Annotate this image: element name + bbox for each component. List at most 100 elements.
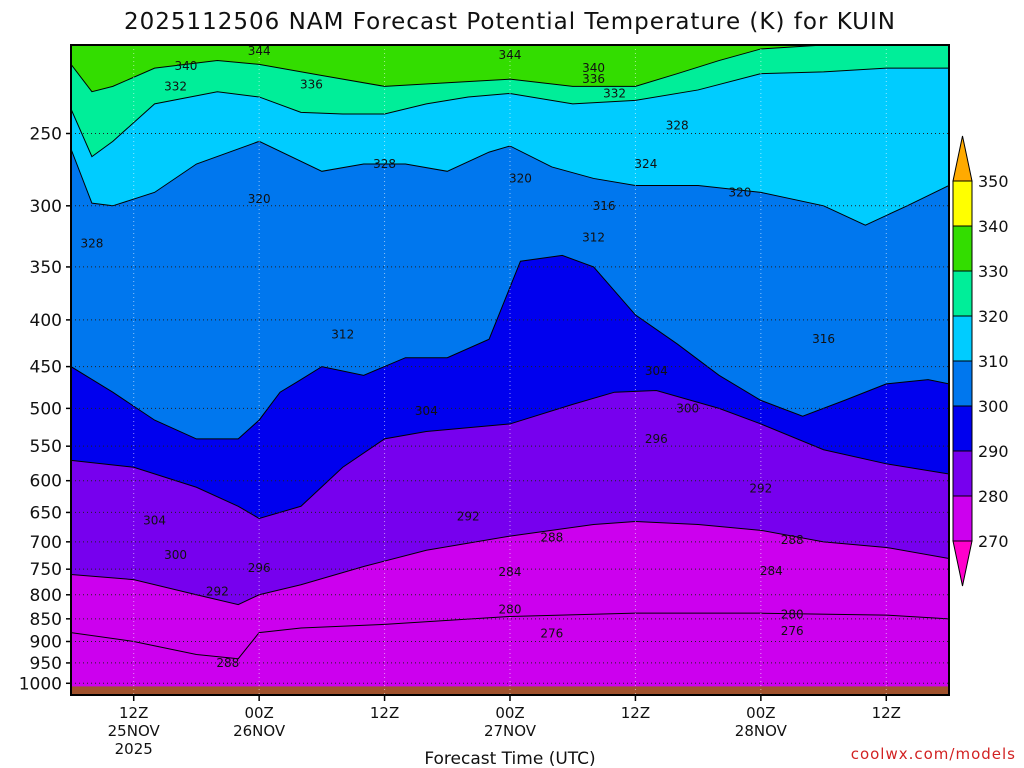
- isentrope-300: [71, 390, 949, 520]
- y-tick-label: 350: [30, 258, 62, 278]
- y-tick-label: 650: [30, 503, 62, 523]
- ground-strip: [71, 686, 949, 695]
- contour-label: 288: [540, 530, 563, 544]
- x-tick-date: 28NOV: [735, 722, 788, 740]
- colorbar-over-arrow: [952, 135, 973, 182]
- x-tick-year: 2025: [115, 740, 153, 758]
- colorbar-label: 270: [978, 532, 1009, 551]
- x-tick-label: 12Z: [621, 704, 650, 722]
- contour-label: 316: [812, 332, 835, 346]
- y-tick-label: 950: [30, 654, 62, 674]
- x-tick-label: 12Z: [119, 704, 148, 722]
- contour-label: 284: [499, 565, 522, 579]
- contour-label: 304: [415, 404, 438, 418]
- contour-label: 288: [216, 656, 239, 670]
- contour-label: 340: [582, 61, 605, 75]
- isentrope-320: [71, 140, 949, 226]
- colorbar-label: 300: [978, 397, 1009, 416]
- y-tick-label: 900: [30, 632, 62, 652]
- contour-label: 304: [143, 513, 166, 527]
- contour-label: 320: [728, 185, 751, 199]
- x-tick-label: 00Z: [495, 704, 524, 722]
- colorbar-label: 310: [978, 352, 1009, 371]
- contour-label: 292: [457, 510, 480, 524]
- y-tick-label: 700: [30, 533, 62, 553]
- y-tick-label: 400: [30, 311, 62, 331]
- contour-label: 296: [645, 432, 668, 446]
- contour-label: 312: [331, 327, 354, 341]
- contour-label: 344: [248, 44, 271, 58]
- y-tick-label: 250: [30, 124, 62, 144]
- y-tick-label: 1000: [19, 674, 62, 694]
- y-tick-label: 600: [30, 472, 62, 492]
- chart-title: 2025112506 NAM Forecast Potential Temper…: [124, 9, 896, 35]
- contour-label: 316: [593, 199, 616, 213]
- isentrope-290: [71, 520, 949, 606]
- y-tick-label: 850: [30, 610, 62, 630]
- colorbar-label: 290: [978, 442, 1009, 461]
- colorbar-label: 320: [978, 307, 1009, 326]
- colorbar-under-arrow: [952, 540, 973, 587]
- y-tick-label: 500: [30, 399, 62, 419]
- y-tick-label: 300: [30, 197, 62, 217]
- contour-label: 336: [300, 78, 323, 92]
- contour-label: 312: [582, 231, 605, 245]
- colorbar-segment: [952, 360, 973, 407]
- x-tick-date: 25NOV: [108, 722, 161, 740]
- credit-text: coolwx.com/models: [851, 745, 1016, 763]
- contour-label: 336: [582, 72, 605, 86]
- contour-label: 332: [603, 86, 626, 100]
- colorbar-label: 350: [978, 172, 1009, 191]
- isentrope-280: [71, 612, 949, 660]
- colorbar: 350 340 330 320 310 300 290 280 270: [952, 135, 1009, 587]
- colorbar-segment: [952, 405, 973, 452]
- contour-label: 324: [634, 157, 657, 171]
- contour-label: 328: [373, 157, 396, 171]
- contour-label: 284: [760, 564, 783, 578]
- x-tick-label: 12Z: [370, 704, 399, 722]
- pressure-axis: 2503003504004505005506006507007508008509…: [19, 124, 71, 694]
- colorbar-segment: [952, 270, 973, 317]
- contour-label: 328: [80, 237, 103, 251]
- contour-label: 292: [206, 584, 229, 598]
- colorbar-segment: [952, 180, 973, 227]
- x-tick-label: 00Z: [244, 704, 273, 722]
- isentrope-310: [71, 254, 949, 440]
- contour-label: 276: [781, 624, 804, 638]
- x-tick-date: 27NOV: [484, 722, 537, 740]
- colorbar-segment: [952, 225, 973, 272]
- contour-label: 296: [248, 561, 271, 575]
- colorbar-segment: [952, 315, 973, 362]
- contour-label: 280: [781, 608, 804, 622]
- contour-label: 292: [749, 482, 772, 496]
- y-tick-label: 450: [30, 358, 62, 378]
- y-tick-label: 800: [30, 586, 62, 606]
- contour-label: 344: [499, 48, 522, 62]
- contour-label: 332: [164, 79, 187, 93]
- x-axis-title: Forecast Time (UTC): [424, 749, 595, 768]
- isentrope-340: [71, 45, 949, 93]
- contour-label: 300: [164, 548, 187, 562]
- contour-label: 320: [248, 192, 271, 206]
- x-tick-label: 00Z: [746, 704, 775, 722]
- colorbar-label: 330: [978, 262, 1009, 281]
- colorbar-label: 340: [978, 217, 1009, 236]
- x-tick-date: 26NOV: [233, 722, 286, 740]
- contour-label: 288: [781, 533, 804, 547]
- contour-label: 280: [499, 602, 522, 616]
- contour-label: 340: [175, 59, 198, 73]
- contour-label: 328: [666, 118, 689, 132]
- band-330: [71, 45, 949, 157]
- contour-label: 320: [509, 171, 532, 185]
- colorbar-segment: [952, 450, 973, 497]
- contour-label: 276: [540, 626, 563, 640]
- colorbar-segment: [952, 495, 973, 542]
- y-tick-label: 750: [30, 560, 62, 580]
- colorbar-label: 280: [978, 487, 1009, 506]
- contour-label: 300: [676, 401, 699, 415]
- y-tick-label: 550: [30, 437, 62, 457]
- x-tick-label: 12Z: [872, 704, 901, 722]
